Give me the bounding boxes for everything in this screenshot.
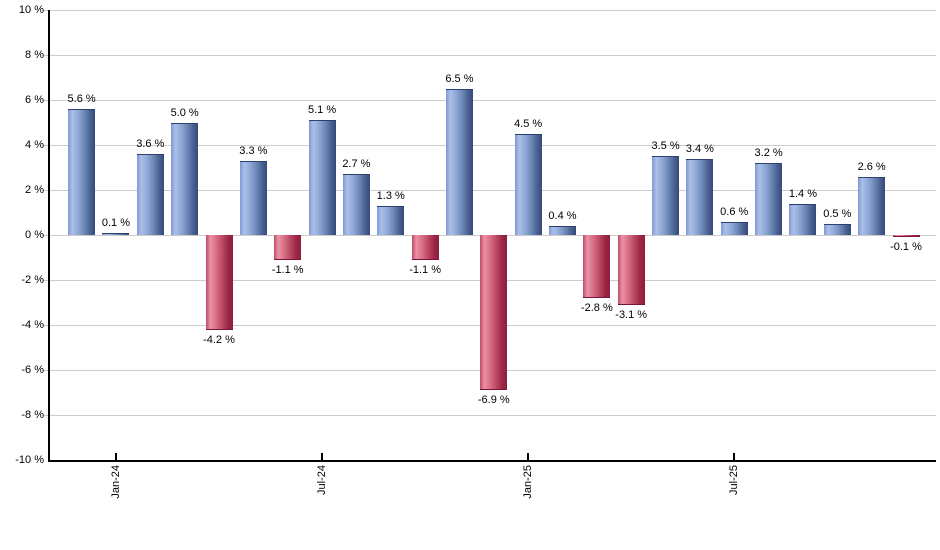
gridline <box>42 9 936 11</box>
bar-Jan-24 <box>102 232 130 235</box>
gridline <box>42 189 936 191</box>
y-axis-tick-label: -6 % <box>21 363 44 376</box>
bar-Nov-24 <box>445 88 473 235</box>
bar-value-label: 3.2 % <box>754 147 783 159</box>
bar-Feb-25 <box>549 226 576 235</box>
bar-Jul-24 <box>308 120 336 235</box>
bar-value-label: -2.8 % <box>580 302 613 314</box>
x-axis-tick-label: Jul-25 <box>728 465 741 495</box>
x-axis-tick-mark <box>733 453 736 460</box>
y-axis-tick-label: -8 % <box>21 408 44 421</box>
y-axis-tick-label: -10 % <box>15 453 44 466</box>
bar-value-label: 3.4 % <box>685 142 714 155</box>
bar-May-25 <box>652 156 680 235</box>
bar-value-label: 3.5 % <box>651 140 680 153</box>
bar-value-label: -0.1 % <box>890 241 922 254</box>
bar-Jun-24 <box>274 235 302 260</box>
bar-Feb-24 <box>136 154 164 235</box>
bar-Mar-25 <box>583 235 611 298</box>
bar-Mar-24 <box>171 122 199 235</box>
gridline <box>42 54 936 56</box>
bar-value-label: -1.1 % <box>271 263 304 276</box>
bar-value-label: -4.2 % <box>203 333 235 346</box>
gridline <box>42 99 936 101</box>
bar-Dec-24 <box>480 235 508 391</box>
bar-Jan-25 <box>514 133 542 235</box>
bar-Oct-25 <box>823 223 851 235</box>
bar-value-label: 1.3 % <box>376 189 405 202</box>
gridline <box>42 414 936 416</box>
bar-Oct-24 <box>411 235 439 260</box>
bar-May-24 <box>239 160 267 235</box>
y-axis-tick-label: -4 % <box>21 318 44 331</box>
x-axis-line <box>48 460 936 462</box>
y-axis-tick-label: 2 % <box>25 183 44 196</box>
bar-Aug-24 <box>342 174 370 235</box>
bar-Jul-25 <box>720 221 748 235</box>
bar-value-label: 0.1 % <box>101 216 130 229</box>
bar-Apr-24 <box>205 235 233 330</box>
bar-value-label: -3.1 % <box>615 308 648 321</box>
x-axis-tick-mark <box>527 453 530 460</box>
y-axis-tick-label: 10 % <box>18 3 44 16</box>
y-axis-tick-label: -2 % <box>21 273 44 286</box>
bar-value-label: 5.6 % <box>67 93 96 105</box>
bar-value-label: 3.6 % <box>136 138 165 150</box>
y-axis-tick-label: 8 % <box>25 48 44 61</box>
bar-Nov-25 <box>858 176 886 235</box>
gridline <box>42 144 936 146</box>
bar-value-label: 4.5 % <box>514 117 543 130</box>
bar-value-label: -1.1 % <box>409 263 441 276</box>
bar-value-label: 5.0 % <box>170 106 199 119</box>
y-axis-tick-label: 0 % <box>25 228 44 241</box>
bar-value-label: 3.3 % <box>239 144 268 157</box>
bar-value-label: 0.5 % <box>823 207 852 220</box>
bar-value-label: 2.7 % <box>342 158 371 171</box>
bar-value-label: 0.4 % <box>548 210 577 222</box>
bar-value-label: 1.4 % <box>788 187 817 200</box>
x-axis-tick-label: Jan-25 <box>522 465 535 499</box>
bar-Sep-24 <box>377 205 405 235</box>
bar-value-label: 5.1 % <box>307 104 337 117</box>
x-axis-tick-mark <box>321 453 324 460</box>
bar-Jun-25 <box>686 158 714 235</box>
x-axis-tick-label: Jan-24 <box>109 465 122 499</box>
bar-Dec-23 <box>68 109 96 235</box>
bar-value-label: 2.6 % <box>857 160 886 173</box>
bar-Apr-25 <box>617 235 645 305</box>
y-axis-tick-label: 4 % <box>25 138 44 151</box>
bar-Sep-25 <box>789 203 817 235</box>
y-axis-tick-label: 6 % <box>25 93 44 106</box>
y-axis-line <box>48 10 50 462</box>
x-axis-tick-mark <box>114 453 117 460</box>
bar-value-label: 6.5 % <box>445 72 474 85</box>
bar-value-label: -6.9 % <box>477 394 510 407</box>
bar-Dec-25 <box>892 235 920 238</box>
x-axis-tick-label: Jul-24 <box>316 465 329 495</box>
bar-Aug-25 <box>755 163 783 235</box>
bar-value-label: 0.6 % <box>720 205 749 218</box>
